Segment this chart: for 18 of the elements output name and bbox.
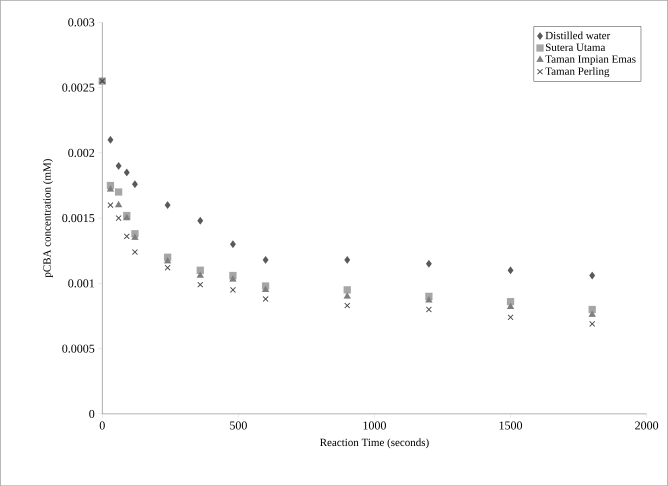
- legend-label: Taman Impian Emas: [545, 55, 636, 65]
- y-tick-label: 0: [89, 410, 94, 418]
- legend-label: Taman Perling: [545, 67, 610, 78]
- y-tick-label: 0.001: [68, 279, 94, 288]
- x-tick-label: 1000: [364, 421, 386, 430]
- x-tick-label: 0: [100, 421, 105, 430]
- x-axis-title: Reaction Time (seconds): [320, 438, 429, 448]
- legend-label: Distilled water: [546, 31, 610, 40]
- y-tick-label: 0.003: [68, 18, 94, 26]
- y-tick-label: 0.0015: [62, 214, 94, 222]
- x-tick-label: 1500: [500, 421, 522, 430]
- y-tick-label: 0.0025: [62, 83, 94, 92]
- x-tick-label: 2000: [635, 421, 658, 430]
- x-tick-label: 500: [230, 421, 247, 430]
- y-axis-title: pCBA concentration (mM): [42, 159, 53, 278]
- legend-label: Sutera Utama: [546, 44, 606, 51]
- y-tick-label: 0.002: [68, 148, 94, 157]
- y-tick-label: 0.0005: [62, 344, 94, 353]
